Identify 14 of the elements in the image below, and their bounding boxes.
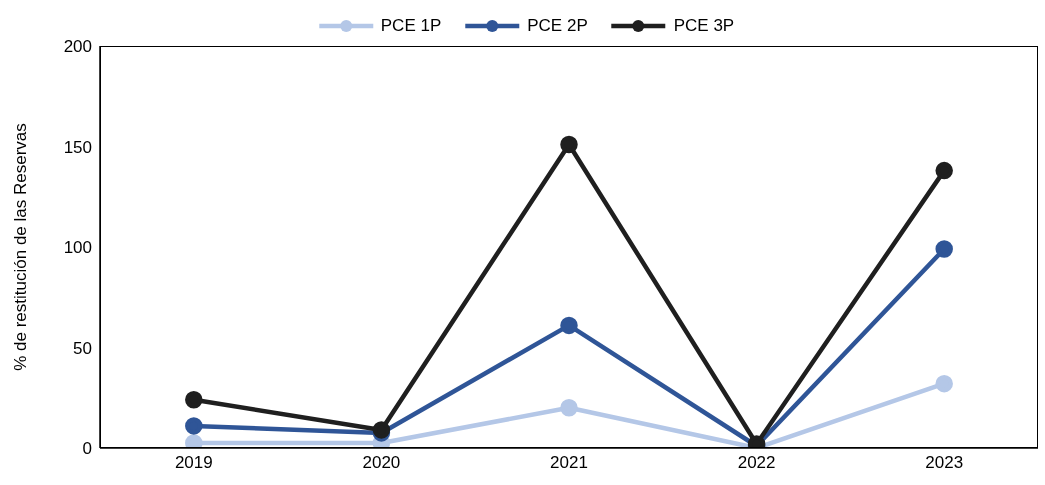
x-tick-label: 2021: [550, 453, 588, 473]
y-tick-label: 100: [63, 238, 92, 258]
y-tick-label: 150: [63, 137, 92, 157]
legend-label: PCE 2P: [527, 16, 588, 36]
y-tick-label: 200: [63, 37, 92, 57]
y-tick-label: 50: [73, 338, 92, 358]
y-axis-title: % de restitución de las Reservas: [11, 123, 31, 371]
x-tick-label: 2020: [362, 453, 401, 473]
x-tick-label: 2023: [925, 453, 964, 473]
x-tick-label: 2022: [737, 453, 776, 473]
legend-label: PCE 1P: [380, 16, 442, 36]
y-tick-label: 0: [82, 439, 92, 459]
legend-label: PCE 3P: [673, 16, 735, 36]
x-tick-label: 2019: [174, 453, 213, 473]
